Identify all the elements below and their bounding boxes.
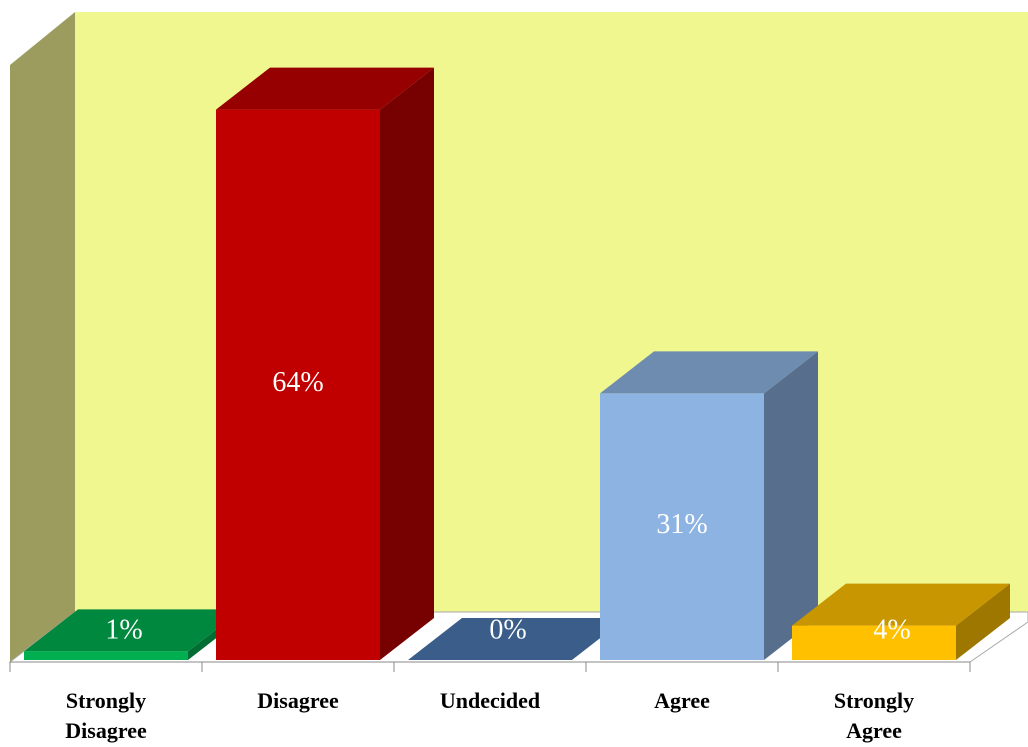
value-label: 0% xyxy=(489,614,526,645)
bar-side xyxy=(764,351,818,660)
bar xyxy=(216,109,380,661)
x-tick-label: Undecided xyxy=(439,688,541,713)
x-tick-label: Disagree xyxy=(257,688,339,713)
bar-top xyxy=(408,618,626,660)
x-tick-label: Agree xyxy=(654,688,710,713)
bar-top xyxy=(216,67,434,110)
bar-top xyxy=(600,351,818,394)
value-label: 4% xyxy=(873,614,910,645)
x-tick-label: Strongly Disagree xyxy=(65,688,147,743)
bar-top xyxy=(24,609,242,652)
bar-side xyxy=(380,67,434,661)
bar-side xyxy=(956,583,1010,660)
value-label: 31% xyxy=(656,509,707,540)
x-tick-label: Strongly Agree xyxy=(833,688,915,743)
bar xyxy=(24,651,188,660)
value-label: 1% xyxy=(105,614,142,645)
bar xyxy=(792,625,956,660)
side-wall xyxy=(10,12,75,662)
bar-top xyxy=(792,583,1010,626)
bar xyxy=(600,393,764,660)
value-label: 64% xyxy=(272,367,323,398)
